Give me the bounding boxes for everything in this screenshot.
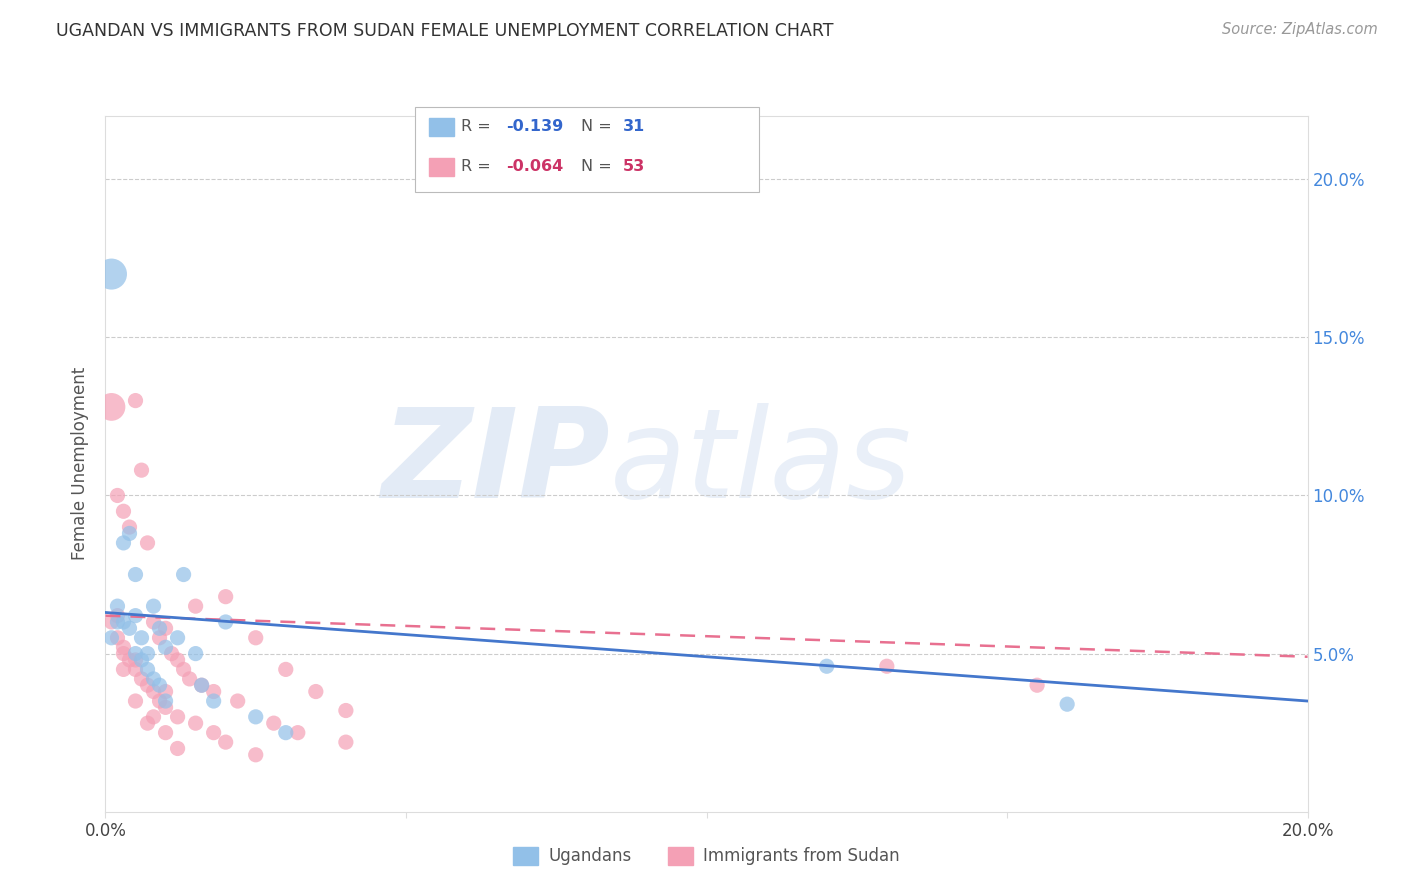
Text: ZIP: ZIP — [381, 403, 610, 524]
Text: Source: ZipAtlas.com: Source: ZipAtlas.com — [1222, 22, 1378, 37]
Point — [166, 741, 188, 756]
Point — [100, 615, 122, 629]
Text: 31: 31 — [623, 120, 645, 134]
Point — [155, 725, 177, 739]
Point — [305, 684, 328, 698]
Point — [112, 647, 135, 661]
Point — [245, 747, 267, 762]
Point — [107, 608, 129, 623]
Point — [148, 678, 170, 692]
Point — [136, 662, 159, 676]
Point — [100, 267, 122, 281]
Point — [142, 599, 165, 614]
Text: -0.064: -0.064 — [506, 160, 564, 174]
Text: R =: R = — [461, 120, 496, 134]
Point — [124, 567, 146, 582]
Point — [142, 615, 165, 629]
Point — [118, 621, 141, 635]
Point — [202, 684, 225, 698]
Text: Immigrants from Sudan: Immigrants from Sudan — [703, 847, 900, 865]
Point — [214, 615, 236, 629]
Point — [335, 704, 357, 718]
Point — [226, 694, 249, 708]
Point — [245, 710, 267, 724]
Point — [124, 647, 146, 661]
Point — [274, 662, 297, 676]
Point — [107, 599, 129, 614]
Point — [166, 631, 188, 645]
Point — [166, 710, 188, 724]
Point — [142, 710, 165, 724]
Point — [245, 631, 267, 645]
Point — [1026, 678, 1049, 692]
Point — [184, 599, 207, 614]
Point — [155, 694, 177, 708]
Point — [184, 716, 207, 731]
Point — [131, 653, 153, 667]
Point — [166, 653, 188, 667]
Point — [112, 615, 135, 629]
Point — [214, 735, 236, 749]
Text: 53: 53 — [623, 160, 645, 174]
Point — [124, 393, 146, 408]
Text: N =: N = — [581, 120, 617, 134]
Point — [155, 684, 177, 698]
Text: R =: R = — [461, 160, 496, 174]
Point — [124, 662, 146, 676]
Point — [335, 735, 357, 749]
Point — [173, 567, 195, 582]
Point — [112, 640, 135, 655]
Point — [118, 520, 141, 534]
Point — [112, 504, 135, 518]
Text: -0.139: -0.139 — [506, 120, 564, 134]
Point — [136, 647, 159, 661]
Point — [202, 694, 225, 708]
Point — [155, 700, 177, 714]
Point — [118, 526, 141, 541]
Point — [131, 463, 153, 477]
Point — [287, 725, 309, 739]
Point — [876, 659, 898, 673]
Text: Ugandans: Ugandans — [548, 847, 631, 865]
Point — [179, 672, 201, 686]
Point — [112, 536, 135, 550]
Point — [155, 640, 177, 655]
Point — [100, 400, 122, 414]
Point — [100, 631, 122, 645]
Point — [202, 725, 225, 739]
Point — [124, 608, 146, 623]
Point — [136, 716, 159, 731]
Point — [148, 694, 170, 708]
Point — [112, 662, 135, 676]
Point — [142, 672, 165, 686]
Point — [190, 678, 212, 692]
Point — [815, 659, 838, 673]
Point — [124, 653, 146, 667]
Point — [155, 621, 177, 635]
Point — [148, 621, 170, 635]
Point — [107, 615, 129, 629]
Point — [118, 653, 141, 667]
Point — [107, 631, 129, 645]
Point — [142, 684, 165, 698]
Point — [263, 716, 285, 731]
Point — [124, 694, 146, 708]
Point — [173, 662, 195, 676]
Point — [136, 536, 159, 550]
Point — [274, 725, 297, 739]
Text: atlas: atlas — [610, 403, 912, 524]
Point — [131, 631, 153, 645]
Point — [131, 672, 153, 686]
Point — [214, 590, 236, 604]
Point — [148, 631, 170, 645]
Text: N =: N = — [581, 160, 617, 174]
Point — [1056, 697, 1078, 711]
Point — [136, 678, 159, 692]
Y-axis label: Female Unemployment: Female Unemployment — [72, 368, 90, 560]
Text: UGANDAN VS IMMIGRANTS FROM SUDAN FEMALE UNEMPLOYMENT CORRELATION CHART: UGANDAN VS IMMIGRANTS FROM SUDAN FEMALE … — [56, 22, 834, 40]
Point — [190, 678, 212, 692]
Point — [184, 647, 207, 661]
Point — [160, 647, 183, 661]
Point — [107, 488, 129, 502]
